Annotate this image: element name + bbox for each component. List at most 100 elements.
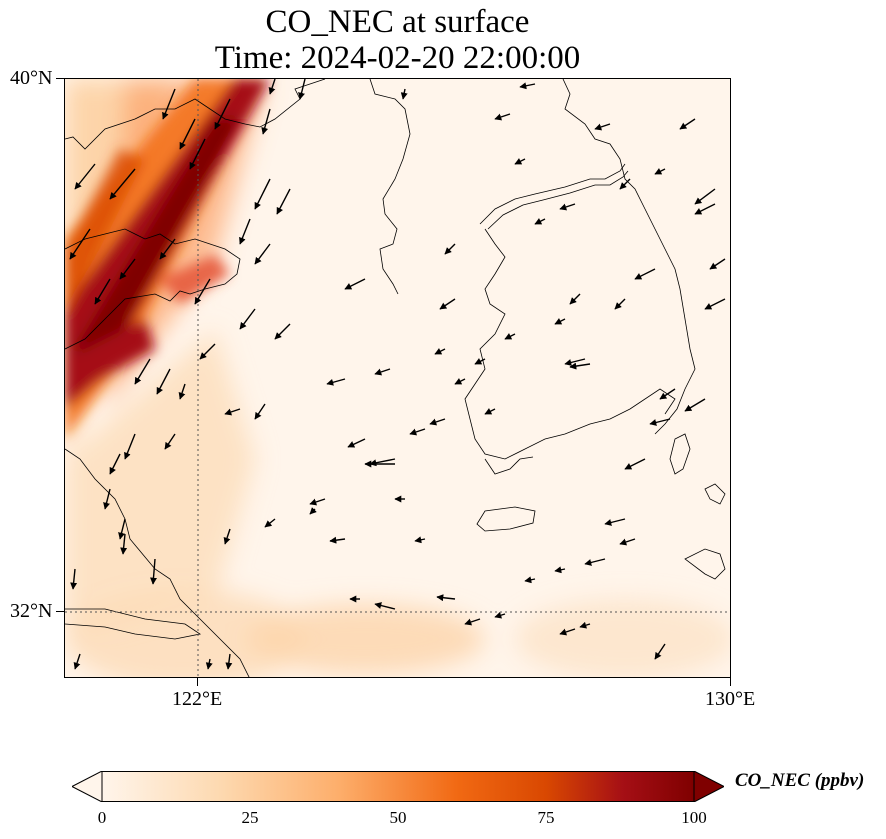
lon-label-122: 122°E xyxy=(172,688,223,710)
colorbar-label: CO_NEC (ppbv) xyxy=(735,770,865,791)
wind-arrow xyxy=(569,293,581,305)
wind-arrow xyxy=(619,538,636,546)
wind-vectors xyxy=(69,79,726,670)
wind-arrow xyxy=(554,566,566,574)
wind-arrow xyxy=(199,343,216,360)
wind-arrow xyxy=(254,243,271,265)
wind-arrow xyxy=(156,368,171,395)
wind-arrow xyxy=(347,438,366,448)
wind-arrow xyxy=(326,378,346,386)
wind-arrow xyxy=(254,403,266,420)
lat-label-32: 32°N xyxy=(10,600,53,622)
map-canvas xyxy=(65,79,730,677)
wind-arrow xyxy=(444,243,456,255)
wind-arrow xyxy=(369,458,396,467)
wind-arrow xyxy=(429,418,446,426)
wind-arrow xyxy=(464,618,481,626)
lon-tick-130 xyxy=(730,678,731,686)
wind-arrow xyxy=(374,602,396,610)
wind-arrow xyxy=(659,388,676,400)
colorbar-tick-0: 0 xyxy=(97,808,107,827)
wind-arrow xyxy=(159,238,176,260)
wind-arrow xyxy=(344,278,366,290)
wind-arrow xyxy=(309,507,317,515)
wind-arrow xyxy=(124,433,136,460)
wind-arrow xyxy=(178,383,186,400)
wind-arrow xyxy=(309,498,326,506)
wind-arrow xyxy=(268,79,276,95)
colorbar-tick-50: 50 xyxy=(389,808,407,827)
plot-subtitle: Time: 2024-02-20 22:00:00 xyxy=(214,40,581,76)
wind-arrow xyxy=(614,298,626,310)
wind-arrow xyxy=(264,518,276,528)
wind-arrow xyxy=(634,268,656,280)
wind-arrow xyxy=(118,518,126,540)
wind-arrow xyxy=(298,79,306,100)
wind-arrow xyxy=(494,113,511,121)
wind-arrow xyxy=(274,323,291,340)
wind-arrow xyxy=(519,82,536,90)
colorbar-min-extend xyxy=(72,771,103,802)
wind-arrow xyxy=(162,88,176,120)
wind-arrow xyxy=(569,362,591,370)
wind-arrow xyxy=(374,368,391,376)
wind-arrow xyxy=(709,258,726,270)
wind-arrow xyxy=(189,138,206,170)
colorbar xyxy=(72,771,724,802)
wind-arrow xyxy=(225,653,233,670)
wind-arrow xyxy=(414,536,426,544)
wind-arrow xyxy=(119,258,136,280)
wind-arrow xyxy=(109,453,121,475)
wind-arrow xyxy=(624,458,646,470)
wind-arrow xyxy=(559,203,576,211)
wind-arrow xyxy=(409,428,426,436)
colorbar-tick-100: 100 xyxy=(681,808,707,827)
wind-arrow xyxy=(164,433,176,450)
wind-arrow xyxy=(74,163,96,190)
wind-arrow xyxy=(579,621,591,629)
lat-label-40: 40°N xyxy=(10,67,53,89)
wind-arrow xyxy=(564,358,586,366)
concentration-field xyxy=(65,79,730,677)
lon-label-130: 130°E xyxy=(705,688,756,710)
wind-arrow xyxy=(594,123,611,131)
wind-arrow xyxy=(694,203,716,215)
wind-arrow xyxy=(524,576,536,584)
wind-arrow xyxy=(694,188,716,205)
wind-arrow xyxy=(654,643,666,660)
colorbar-max-extend xyxy=(693,771,724,802)
wind-arrow xyxy=(679,118,696,130)
coastlines xyxy=(65,79,726,677)
colorbar-tick-75: 75 xyxy=(537,808,555,827)
wind-arrow xyxy=(534,218,546,225)
wind-arrow xyxy=(514,158,526,165)
wind-arrow xyxy=(474,358,486,365)
wind-arrow xyxy=(261,108,271,135)
wind-arrow xyxy=(205,658,213,670)
plot-title: CO_NEC at surface xyxy=(265,4,530,40)
wind-arrow xyxy=(400,88,408,100)
lat-tick-32 xyxy=(56,611,64,612)
lat-tick-40 xyxy=(56,78,64,79)
wind-arrow xyxy=(649,418,671,426)
wind-arrow xyxy=(150,558,157,585)
wind-arrow xyxy=(504,333,516,340)
wind-arrow xyxy=(179,118,196,150)
wind-arrow xyxy=(94,278,111,305)
wind-arrow xyxy=(484,408,496,415)
map-panel xyxy=(64,78,731,678)
wind-arrow xyxy=(239,218,251,245)
wind-arrow xyxy=(584,558,606,566)
wind-arrow xyxy=(604,518,626,526)
wind-arrow xyxy=(436,594,456,602)
wind-arrow xyxy=(239,308,256,330)
wind-arrow xyxy=(73,653,81,670)
wind-arrow xyxy=(70,568,78,590)
wind-arrow xyxy=(134,358,151,385)
graticule xyxy=(65,79,730,677)
wind-arrow xyxy=(223,528,231,545)
wind-arrow xyxy=(194,278,211,305)
wind-arrow xyxy=(494,611,506,619)
wind-arrow xyxy=(434,348,446,355)
wind-arrow xyxy=(654,168,666,175)
